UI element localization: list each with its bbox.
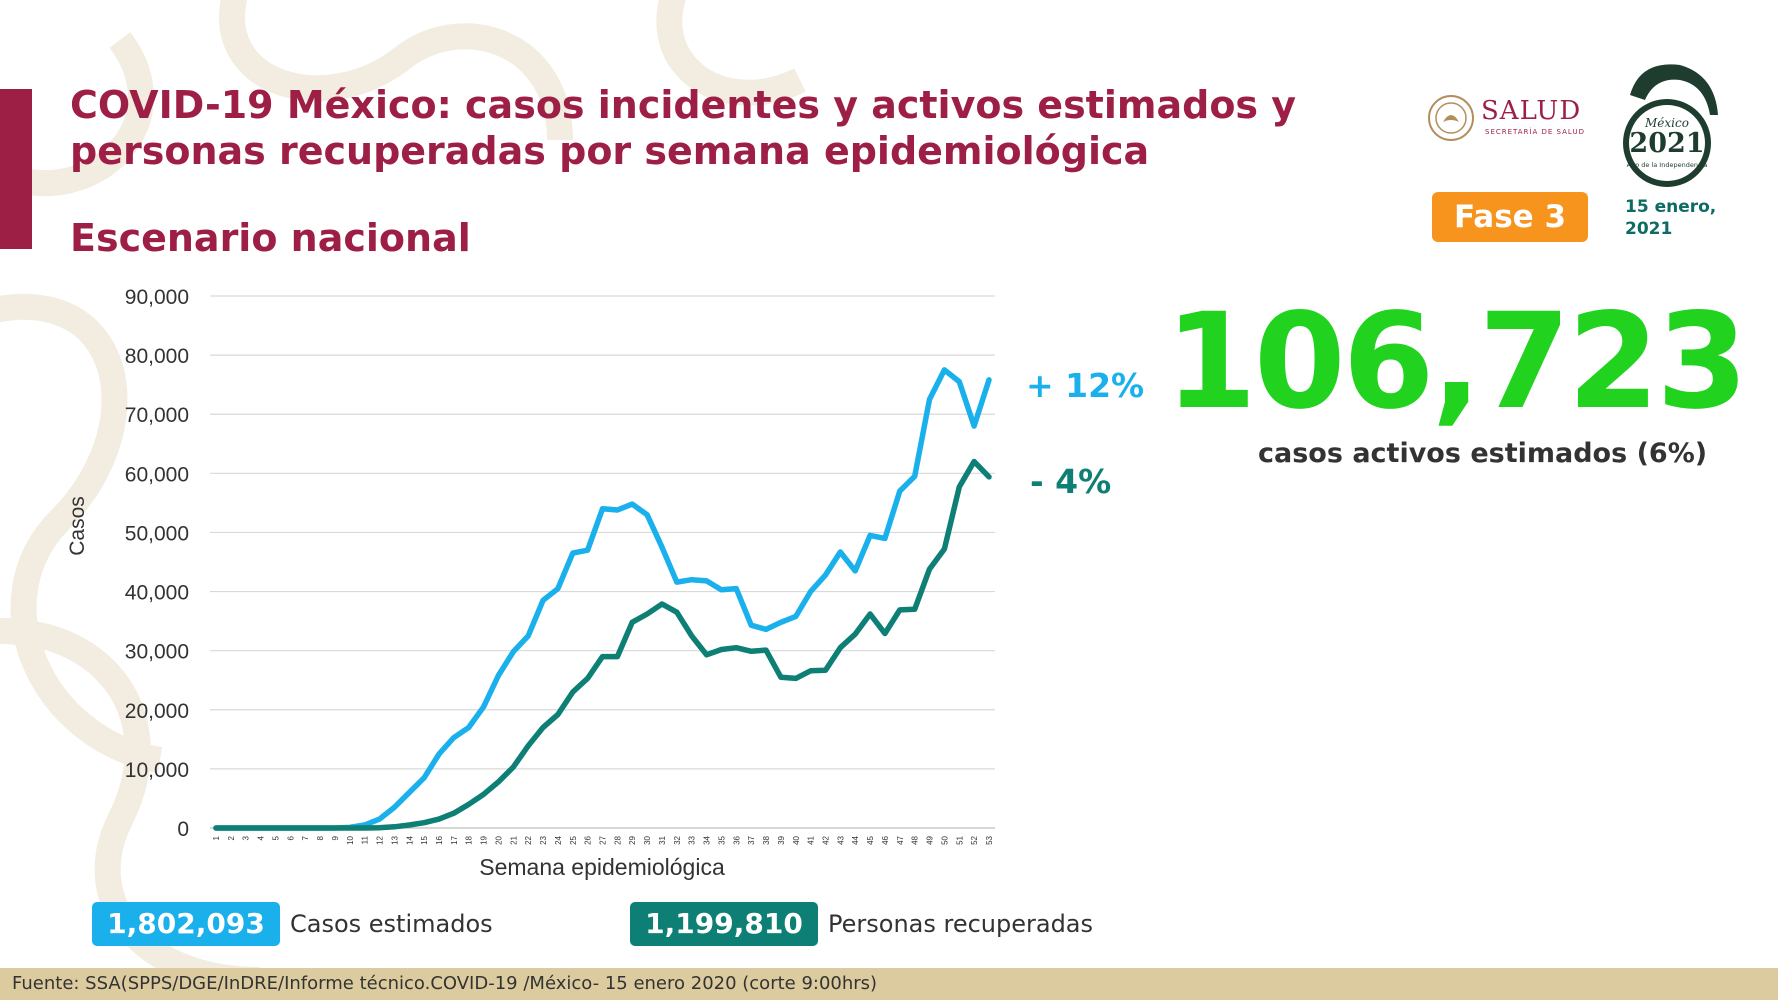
salud-logo: SALUD SECRETARÍA DE SALUD — [1425, 92, 1595, 148]
y-axis-label: Casos — [66, 496, 89, 556]
x-tick-label: 13 — [390, 835, 399, 844]
x-tick-label: 19 — [480, 835, 489, 844]
x-tick-label: 22 — [524, 835, 533, 844]
x-tick-label: 33 — [688, 835, 697, 844]
x-tick-label: 20 — [494, 835, 503, 844]
y-axis-ticks: 0 10,000 20,000 30,000 40,000 50,000 60,000 70,… — [125, 286, 189, 841]
x-tick-label: 2 — [227, 835, 236, 840]
x-tick-label: 8 — [316, 835, 325, 840]
x-tick-label: 46 — [881, 835, 890, 844]
x-tick-label: 41 — [807, 835, 816, 844]
x-tick-label: 37 — [747, 835, 756, 844]
x-axis-label: Semana epidemiológica — [479, 854, 725, 880]
x-tick-label: 44 — [851, 835, 860, 844]
x-tick-label: 5 — [271, 835, 280, 840]
x-tick-label: 6 — [286, 835, 295, 840]
logo-mexico-text: México — [1644, 116, 1689, 130]
x-axis-ticks: 1 2 3 4 5 6 7 8 9 10 11 12 13 14 15 16 17 18 19 20 21 22 23 24 2… — [212, 835, 994, 844]
active-cases-number: 106,723 — [1165, 285, 1748, 439]
x-tick-label: 18 — [465, 835, 474, 844]
estimated-cases-line — [213, 367, 992, 831]
x-tick-label: 7 — [301, 835, 310, 840]
salud-subtext: SECRETARÍA DE SALUD — [1485, 128, 1585, 136]
recovered-line — [213, 458, 992, 831]
recovered-value: 1,199,810 — [630, 902, 818, 946]
x-tick-label: 11 — [361, 835, 370, 844]
cases-change-percent: + 12% — [1026, 366, 1145, 405]
phase-badge: Fase 3 — [1432, 192, 1588, 242]
x-tick-label: 38 — [762, 835, 771, 844]
chart-gridlines — [210, 295, 995, 829]
logo-year-text: 2021 — [1629, 128, 1704, 159]
y-tick-label: 70,000 — [125, 404, 189, 427]
y-tick-label: 50,000 — [125, 522, 189, 545]
x-tick-label: 25 — [569, 835, 578, 844]
accent-bar — [0, 89, 32, 249]
x-tick-label: 1 — [212, 835, 221, 840]
x-tick-label: 32 — [673, 835, 682, 844]
x-tick-label: 42 — [821, 835, 830, 844]
x-tick-label: 53 — [985, 835, 994, 844]
x-tick-label: 14 — [405, 835, 414, 844]
x-tick-label: 23 — [539, 835, 548, 844]
x-tick-label: 45 — [866, 835, 875, 844]
x-tick-label: 26 — [584, 835, 593, 844]
x-tick-label: 39 — [777, 835, 786, 844]
y-tick-label: 80,000 — [125, 345, 189, 368]
page-subtitle: Escenario nacional — [70, 216, 471, 260]
x-tick-label: 30 — [643, 835, 652, 844]
recovered-change-percent: - 4% — [1030, 462, 1112, 501]
x-tick-label: 27 — [599, 835, 608, 844]
y-tick-label: 60,000 — [125, 463, 189, 486]
x-tick-label: 9 — [331, 835, 340, 840]
y-tick-label: 90,000 — [125, 286, 189, 309]
x-tick-label: 10 — [346, 835, 355, 844]
salud-text: SALUD — [1481, 96, 1582, 126]
x-tick-label: 21 — [509, 835, 518, 844]
y-tick-label: 20,000 — [125, 700, 189, 723]
x-tick-label: 50 — [940, 835, 949, 844]
x-tick-label: 4 — [257, 835, 266, 840]
x-tick-label: 31 — [658, 835, 667, 844]
x-tick-label: 34 — [703, 835, 712, 844]
eagle-seal-icon — [1428, 95, 1474, 141]
page-title: COVID-19 México: casos incidentes y acti… — [70, 83, 1297, 173]
active-cases-caption: casos activos estimados (6%) — [1258, 438, 1708, 469]
estimated-cases-label: Casos estimados — [290, 910, 493, 938]
y-tick-label: 10,000 — [125, 759, 189, 782]
source-footer: Fuente: SSA(SPPS/DGE/InDRE/Informe técni… — [0, 968, 1778, 1000]
x-tick-label: 52 — [970, 835, 979, 844]
y-tick-label: 40,000 — [125, 582, 189, 605]
x-tick-label: 29 — [628, 835, 637, 844]
x-tick-label: 28 — [613, 835, 622, 844]
report-date: 15 enero, 2021 — [1625, 197, 1717, 239]
x-tick-label: 47 — [896, 835, 905, 844]
x-tick-label: 35 — [717, 835, 726, 844]
logo-sub-text: Año de la Independencia — [1627, 161, 1708, 169]
x-tick-label: 43 — [836, 835, 845, 844]
x-tick-label: 15 — [420, 835, 429, 844]
x-tick-label: 17 — [450, 835, 459, 844]
x-tick-label: 36 — [732, 835, 741, 844]
x-tick-label: 51 — [955, 835, 964, 844]
x-tick-label: 24 — [554, 835, 563, 844]
x-tick-label: 40 — [792, 835, 801, 844]
x-tick-label: 3 — [242, 835, 251, 840]
x-tick-label: 12 — [376, 835, 385, 844]
mexico-2021-logo: México 2021 Año de la Independencia — [1623, 64, 1718, 187]
x-tick-label: 16 — [435, 835, 444, 844]
chart-series — [213, 367, 992, 831]
y-tick-label: 30,000 — [125, 641, 189, 664]
estimated-cases-value: 1,802,093 — [92, 902, 280, 946]
x-tick-label: 49 — [926, 835, 935, 844]
y-tick-label: 0 — [177, 818, 189, 841]
x-tick-label: 48 — [911, 835, 920, 844]
recovered-label: Personas recuperadas — [828, 910, 1094, 938]
